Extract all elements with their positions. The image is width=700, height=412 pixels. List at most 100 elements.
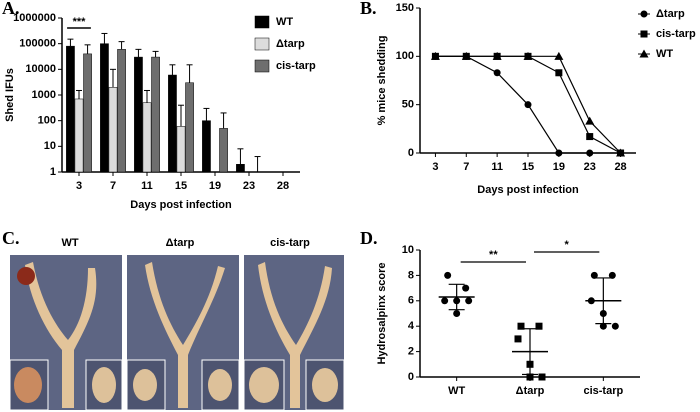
point	[586, 149, 594, 157]
y-tick-label: 1000000	[13, 12, 56, 24]
bar	[108, 87, 118, 173]
x-tick-label: 28	[614, 161, 626, 173]
point	[493, 69, 501, 77]
point	[608, 271, 616, 279]
point	[523, 51, 533, 60]
y-tick-label: 1	[50, 166, 56, 178]
legend-swatch	[254, 15, 270, 29]
y-tick-label: 100	[38, 115, 56, 127]
legend-label: WT	[276, 16, 293, 28]
x-tick-label: cis-tarp	[583, 385, 623, 397]
y-tick-label: 10	[402, 244, 414, 256]
annotation: **	[489, 249, 498, 261]
x-tick-label: 15	[522, 161, 534, 173]
x-tick-label: 19	[209, 180, 221, 192]
bar	[202, 120, 211, 173]
photo-panel: WT Δtarp cis-tarp	[9, 237, 345, 411]
point	[616, 148, 626, 157]
point	[444, 271, 452, 279]
y-axis-label: Hydrosalpinx score	[376, 262, 388, 364]
photo	[243, 255, 345, 411]
y-tick-label: 10	[44, 140, 56, 152]
point	[611, 322, 619, 330]
bar	[185, 82, 194, 173]
y-tick-label: 2	[408, 346, 414, 358]
bar	[142, 102, 152, 173]
photo	[9, 255, 123, 411]
point	[465, 297, 473, 305]
x-axis-label: Days post infection	[477, 184, 579, 196]
point	[517, 322, 525, 330]
point	[492, 51, 502, 60]
y-axis-label: % mice shedding	[376, 36, 388, 126]
point	[538, 373, 546, 381]
legend-swatch	[254, 37, 270, 51]
photo	[126, 255, 240, 411]
x-tick-label: 3	[432, 161, 438, 173]
point	[461, 51, 471, 60]
x-tick-label: 28	[277, 180, 289, 192]
annotation: ***	[73, 16, 87, 28]
point	[586, 133, 594, 141]
x-tick-label: Δtarp	[516, 385, 545, 397]
legend-label: cis-tarp	[276, 60, 316, 72]
legend-label: Δtarp	[276, 38, 305, 50]
x-tick-label: 11	[491, 161, 503, 173]
legend-label: Δtarp	[656, 8, 685, 20]
x-tick-label: 15	[175, 180, 187, 192]
x-tick-label: 23	[584, 161, 596, 173]
y-tick-label: 10000	[25, 63, 56, 75]
bar	[74, 98, 84, 173]
bar	[117, 49, 126, 173]
y-tick-label: 6	[408, 295, 414, 307]
x-tick-label: 23	[243, 180, 255, 192]
bar	[66, 45, 75, 173]
x-tick-label: 3	[76, 180, 82, 192]
point	[555, 69, 563, 77]
point	[430, 51, 440, 60]
bar	[176, 126, 186, 173]
y-tick-label: 150	[396, 2, 414, 14]
point	[555, 149, 563, 157]
y-tick-label: 0	[408, 371, 414, 383]
y-tick-label: 50	[402, 99, 414, 111]
point	[524, 101, 532, 109]
x-tick-label: 7	[463, 161, 469, 173]
bar	[100, 43, 109, 173]
photo-label: cis-tarp	[270, 237, 310, 249]
photo-label: Δtarp	[166, 237, 195, 249]
point	[590, 271, 598, 279]
legend-swatch	[254, 59, 270, 73]
bar	[236, 164, 245, 173]
bar	[168, 74, 177, 173]
x-tick-label: 11	[141, 180, 153, 192]
x-axis-label: Days post infection	[130, 199, 232, 211]
y-tick-label: 1000	[32, 89, 56, 101]
point	[453, 310, 461, 317]
point	[526, 373, 534, 381]
bar	[219, 128, 228, 173]
panel-label: A.	[2, 0, 20, 18]
x-tick-label: 19	[553, 161, 565, 173]
point	[441, 297, 449, 305]
point	[585, 116, 595, 125]
bar	[134, 56, 143, 173]
panel-label: C.	[2, 228, 20, 248]
legend-label: cis-tarp	[656, 28, 696, 40]
point	[535, 322, 543, 330]
photo-label: WT	[61, 237, 78, 249]
panel-label: B.	[360, 0, 377, 18]
y-tick-label: 100000	[19, 38, 56, 50]
annotation: *	[565, 239, 570, 251]
point	[462, 284, 470, 292]
legend-label: WT	[656, 48, 673, 60]
y-tick-label: 100	[396, 50, 414, 62]
y-tick-label: 4	[408, 320, 415, 332]
x-tick-label: WT	[448, 385, 465, 397]
bar	[83, 53, 92, 173]
point	[514, 335, 522, 343]
panel-label: D.	[360, 228, 378, 248]
point	[599, 322, 607, 330]
point	[554, 51, 564, 60]
